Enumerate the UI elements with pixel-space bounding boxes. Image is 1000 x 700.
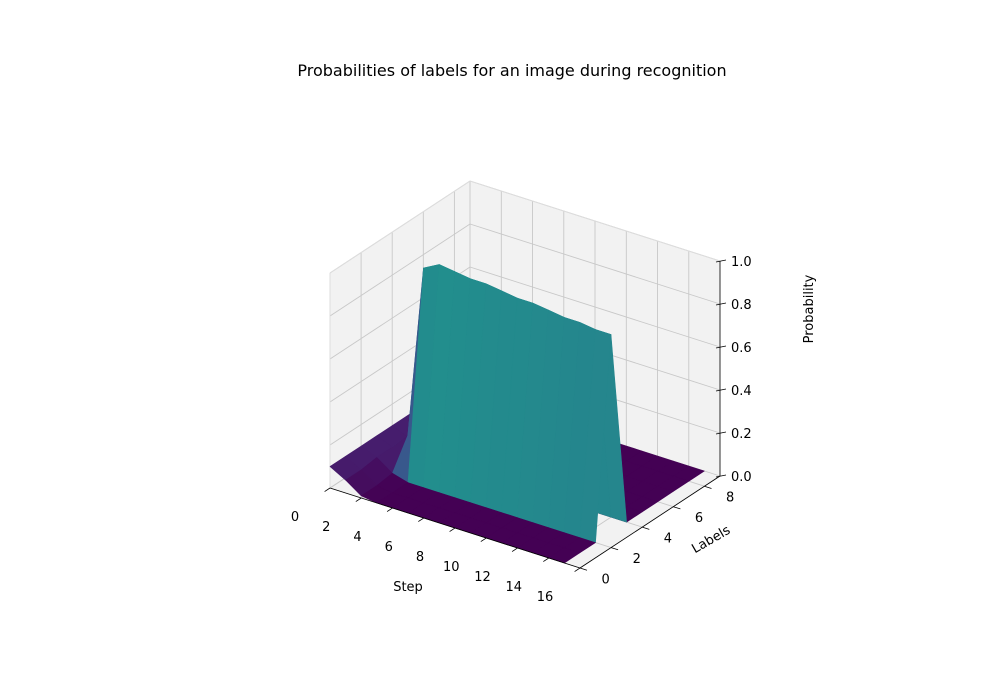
x-tick-mark: [324, 487, 331, 492]
chart-title: Probabilities of labels for an image dur…: [297, 61, 726, 80]
x-tick-label: 12: [474, 570, 491, 585]
pane-edge: [469, 180, 721, 262]
y-axis-line: [579, 475, 721, 569]
z-tick-label: 0.2: [731, 427, 752, 442]
z-axis-label: Probability: [802, 274, 817, 343]
z-tick-label: 0.8: [731, 298, 752, 313]
y-tick-label: 4: [664, 531, 672, 546]
x-tick-label: 16: [537, 590, 554, 605]
x-tick-label: 4: [353, 530, 361, 545]
x-tick-mark: [449, 527, 456, 532]
x-axis-label: Step: [393, 580, 423, 595]
back-gridline-z: [469, 223, 721, 305]
z-tick-label: 0.4: [731, 384, 752, 399]
y-tick-mark: [704, 485, 712, 489]
z-tick-mark: [715, 345, 727, 349]
y-tick-label: 2: [633, 552, 641, 567]
z-tick-label: 0.6: [731, 341, 752, 356]
x-tick-mark: [480, 537, 487, 542]
y-tick-label: 8: [726, 491, 734, 506]
y-tick-label: 0: [602, 572, 610, 587]
x-tick-label: 10: [443, 560, 460, 575]
z-tick-mark: [715, 474, 727, 478]
probability-surface: [329, 264, 705, 564]
left-gridline-z: [329, 223, 471, 317]
x-tick-label: 6: [385, 540, 393, 555]
x-tick-mark: [574, 567, 581, 572]
y-tick-label: 6: [695, 511, 703, 526]
z-tick-mark: [715, 259, 727, 263]
z-tick-label: 0.0: [731, 470, 752, 485]
y-tick-mark: [610, 547, 619, 551]
z-tick-mark: [715, 388, 727, 392]
x-tick-mark: [386, 507, 393, 512]
x-tick-label: 2: [322, 520, 330, 535]
x-tick-mark: [355, 497, 362, 502]
z-tick-mark: [715, 302, 727, 306]
x-tick-label: 0: [291, 510, 299, 525]
y-tick-mark: [642, 526, 650, 530]
x-tick-mark: [418, 517, 425, 522]
y-tick-mark: [579, 567, 588, 571]
back-gridline-z: [469, 266, 721, 348]
y-tick-mark: [673, 506, 681, 510]
pane-edge: [329, 180, 471, 274]
x-tick-mark: [511, 547, 518, 552]
x-tick-label: 14: [506, 580, 523, 595]
x-tick-mark: [543, 557, 550, 562]
z-tick-label: 1.0: [731, 255, 752, 270]
z-tick-mark: [715, 431, 727, 435]
axis-ticks: 0 2 4 6 8 10 12 14 16 0 2 4 6 8 0.0 0.2 0.4 0.6 0.8 1.0: [291, 255, 752, 605]
x-tick-label: 8: [416, 550, 424, 565]
